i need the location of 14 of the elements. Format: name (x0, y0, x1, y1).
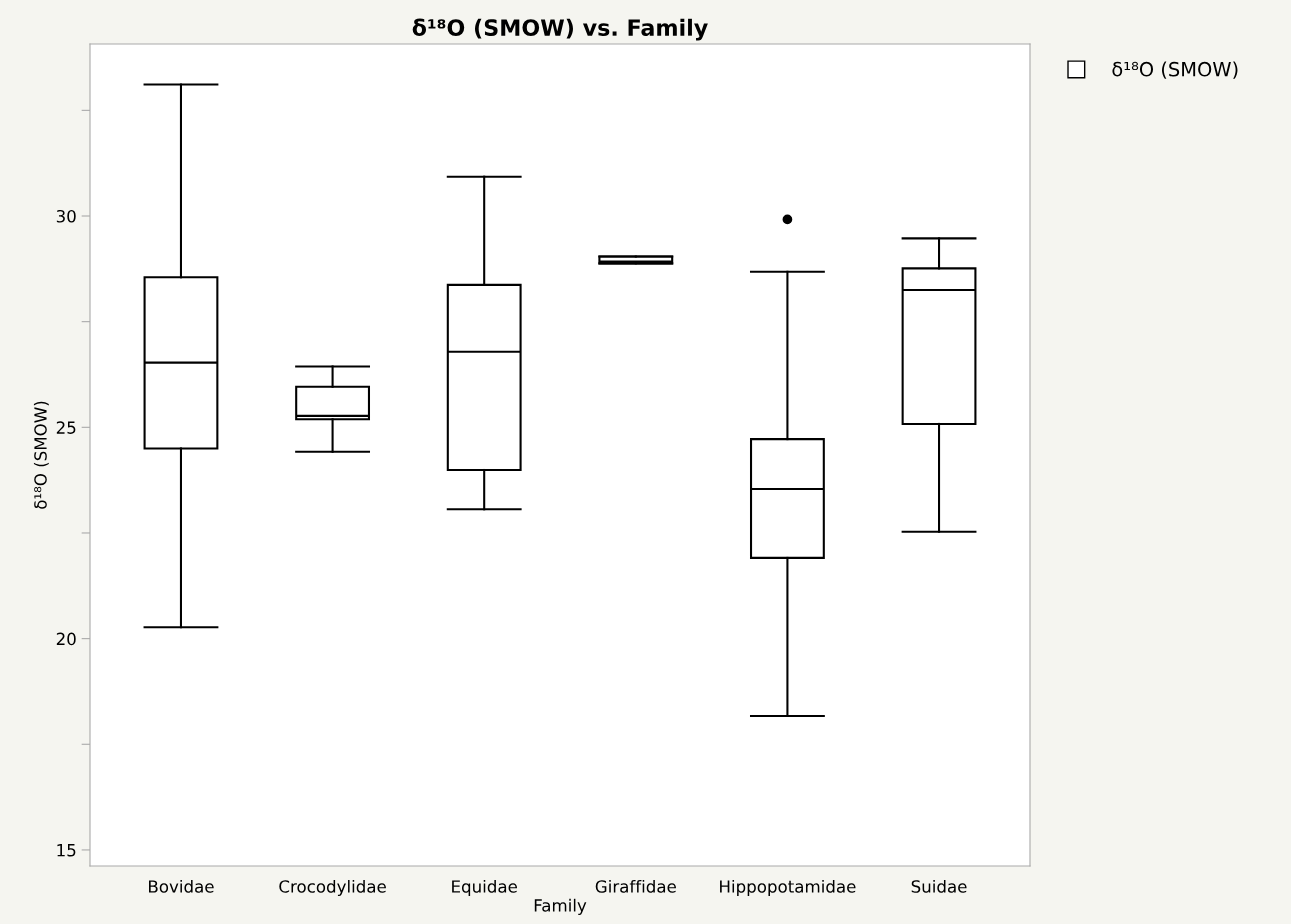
x-tick-label: Bovidae (149, 879, 214, 893)
x-tick-label: Crocodylidae (279, 879, 386, 897)
chart-title: δ¹⁸O (SMOW) vs. Family (412, 18, 708, 41)
y-tick-label: 15 (57, 844, 76, 857)
x-tick-label: Suidae (911, 879, 967, 893)
x-tick-label: Hippopotamidae (720, 879, 856, 897)
legend-label: δ¹⁸O (SMOW) (1112, 61, 1238, 79)
x-tick-label: Giraffidae (595, 879, 676, 893)
x-axis-title: Family (534, 898, 587, 915)
y-tick-label: 25 (56, 421, 76, 434)
y-tick-label: 30 (56, 209, 76, 223)
y-axis-title: δ¹⁸O (SMOW) (33, 401, 49, 509)
y-tick-label: 20 (56, 632, 76, 646)
x-tick-label: Equidae (452, 879, 517, 897)
